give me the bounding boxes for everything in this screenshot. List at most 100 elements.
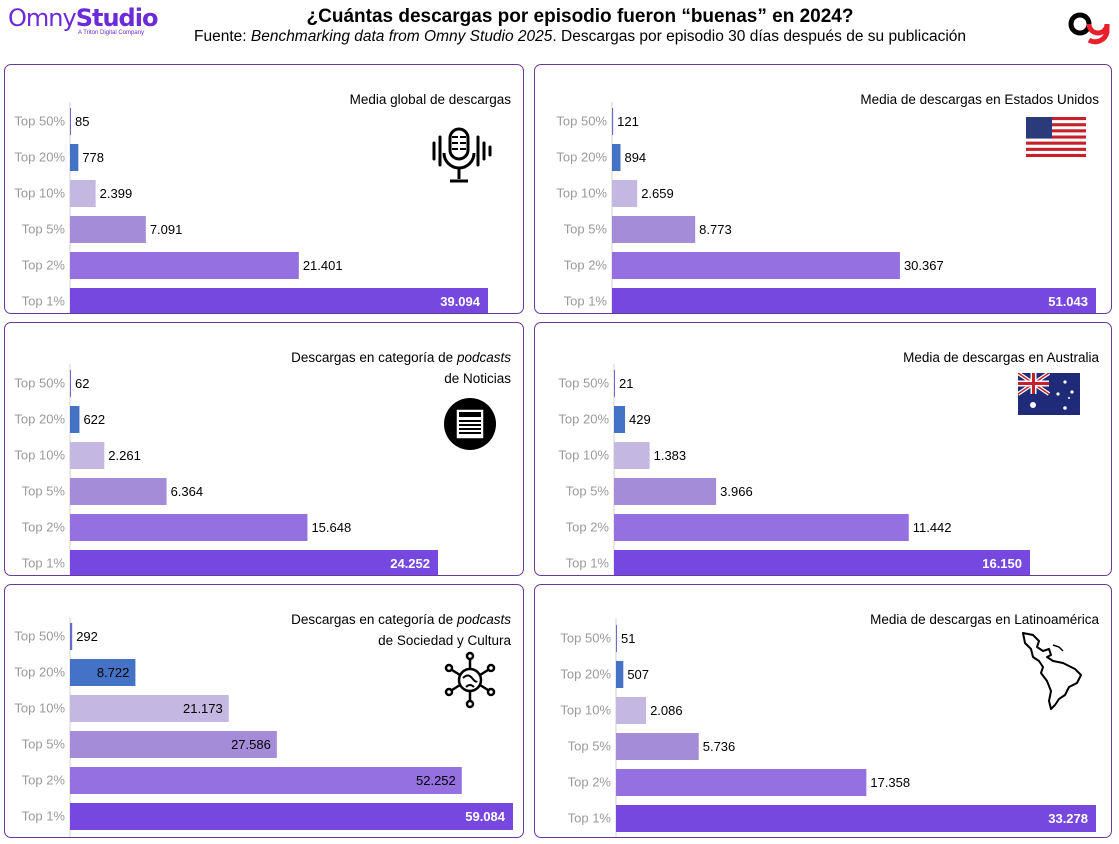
data-label: 15.648 xyxy=(311,520,351,535)
tick-label: Top 10% xyxy=(558,448,609,463)
tick-label: Top 2% xyxy=(22,520,66,535)
chart-bar xyxy=(70,252,299,279)
chart-bar xyxy=(70,108,71,135)
tick-label: Top 50% xyxy=(14,376,65,391)
tick-label: Top 20% xyxy=(14,150,65,165)
tick-label: Top 5% xyxy=(22,737,66,752)
data-label: 51 xyxy=(621,631,635,646)
panel-title-australia: Media de descargas en Australia xyxy=(903,350,1099,365)
chart-bar xyxy=(70,803,513,830)
data-label: 21.401 xyxy=(303,258,343,273)
tick-label: Top 2% xyxy=(566,520,610,535)
chart-bar xyxy=(70,514,308,541)
tick-label: Top 50% xyxy=(14,114,65,129)
tick-label: Top 20% xyxy=(560,667,611,682)
chart-bar xyxy=(614,514,909,541)
panel-title-sociedad-italic: podcasts xyxy=(456,612,511,627)
chart-bar xyxy=(612,252,900,279)
tick-label: Top 10% xyxy=(14,701,65,716)
panel-title-global: Media global de descargas xyxy=(349,92,511,107)
tick-label: Top 50% xyxy=(556,114,607,129)
chart-bar xyxy=(70,216,146,243)
data-label: 62 xyxy=(75,376,89,391)
panel-title-sociedad-line2: de Sociedad y Cultura xyxy=(378,633,511,648)
logo-brand-b: Studio xyxy=(75,4,159,32)
chart-bar xyxy=(70,144,79,171)
tick-label: Top 1% xyxy=(566,556,610,571)
chart-bar xyxy=(616,697,647,724)
subtitle-prefix: Fuente: xyxy=(193,28,251,45)
chart-bar xyxy=(614,550,1030,575)
data-label: 59.084 xyxy=(465,809,506,824)
subtitle-suffix: . Descargas por episodio 30 días después… xyxy=(552,28,967,45)
data-label: 2.399 xyxy=(100,186,133,201)
tick-label: Top 50% xyxy=(558,376,609,391)
data-label: 292 xyxy=(76,629,98,644)
data-label: 507 xyxy=(627,667,649,682)
data-label: 30.367 xyxy=(904,258,944,273)
chart-bar xyxy=(70,406,80,433)
tick-label: Top 1% xyxy=(22,294,66,309)
data-label: 894 xyxy=(624,150,646,165)
tick-label: Top 1% xyxy=(22,556,66,571)
tick-label: Top 5% xyxy=(22,222,66,237)
chart-bar xyxy=(612,288,1096,313)
chart-latam: Top 50% 51 Top 20% 507 Top 10% 2.086 Top 5% 5.7… xyxy=(560,619,1096,837)
chart-bar xyxy=(70,288,488,313)
data-label: 17.358 xyxy=(870,775,910,790)
tick-label: Top 1% xyxy=(568,811,612,826)
chart-usa: Top 50% 121 Top 20% 894 Top 10% 2.659 Top 5% 8.… xyxy=(556,102,1096,313)
society-network-icon xyxy=(444,651,496,709)
chart-bar xyxy=(612,216,696,243)
chart-bar xyxy=(612,108,614,135)
tick-label: Top 10% xyxy=(14,448,65,463)
tick-label: Top 20% xyxy=(14,665,65,680)
logo-brand-a: Omny xyxy=(8,4,77,32)
chart-bar xyxy=(70,478,167,505)
chart-bar xyxy=(614,406,626,433)
chart-bar xyxy=(70,695,229,722)
tick-label: Top 5% xyxy=(568,739,612,754)
chart-bar xyxy=(614,442,650,469)
brand-mark-icon xyxy=(1068,12,1110,45)
chart-bar xyxy=(70,180,96,207)
data-label: 27.586 xyxy=(231,737,271,752)
data-label: 622 xyxy=(83,412,105,427)
data-label: 2.659 xyxy=(641,186,674,201)
chart-bar xyxy=(70,731,277,758)
data-label: 8.722 xyxy=(97,665,130,680)
page-title: ¿Cuántas descargas por episodio fueron “… xyxy=(306,6,854,27)
tick-label: Top 2% xyxy=(22,258,66,273)
chart-bar xyxy=(616,733,699,760)
panel-title-sociedad-pre: Descargas en categoría de xyxy=(291,612,457,627)
panel-australia: Top 50% 21 Top 20% 429 Top 10% 1.383 Top 5% 3.9… xyxy=(534,322,1112,576)
chart-bar xyxy=(70,659,136,686)
australia-flag-icon xyxy=(1018,373,1080,415)
data-label: 24.252 xyxy=(390,556,430,571)
panel-latam: Top 50% 51 Top 20% 507 Top 10% 2.086 Top 5% 5.7… xyxy=(534,584,1112,838)
data-label: 39.094 xyxy=(440,294,481,309)
us-flag-icon xyxy=(1026,117,1086,157)
data-label: 51.043 xyxy=(1048,294,1088,309)
panel-title-noticias-line2: de Noticias xyxy=(444,371,511,386)
chart-bar xyxy=(70,550,438,575)
chart-bar xyxy=(612,180,638,207)
tick-label: Top 50% xyxy=(14,629,65,644)
data-label: 52.252 xyxy=(416,773,456,788)
tick-label: Top 5% xyxy=(22,484,66,499)
panel-title-noticias-italic: podcasts xyxy=(456,350,511,365)
chart-bar xyxy=(616,625,617,652)
panel-title-noticias: Descargas en categoría de podcasts de Not… xyxy=(291,347,511,389)
tick-label: Top 5% xyxy=(564,222,608,237)
tick-label: Top 2% xyxy=(568,775,612,790)
subtitle-source: Benchmarking data from Omny Studio 2025 xyxy=(250,28,553,45)
latin-america-map-icon xyxy=(1022,632,1082,710)
panel-global: Top 50% 85 Top 20% 778 Top 10% 2.399 Top 5% 7.0… xyxy=(4,64,524,314)
data-label: 6.364 xyxy=(171,484,204,499)
chart-bar xyxy=(70,370,71,397)
chart-australia: Top 50% 21 Top 20% 429 Top 10% 1.383 Top 5% 3.9… xyxy=(558,364,1030,575)
chart-bar xyxy=(616,769,867,796)
data-label: 85 xyxy=(75,114,89,129)
chart-bar xyxy=(614,370,615,397)
tick-label: Top 10% xyxy=(14,186,65,201)
